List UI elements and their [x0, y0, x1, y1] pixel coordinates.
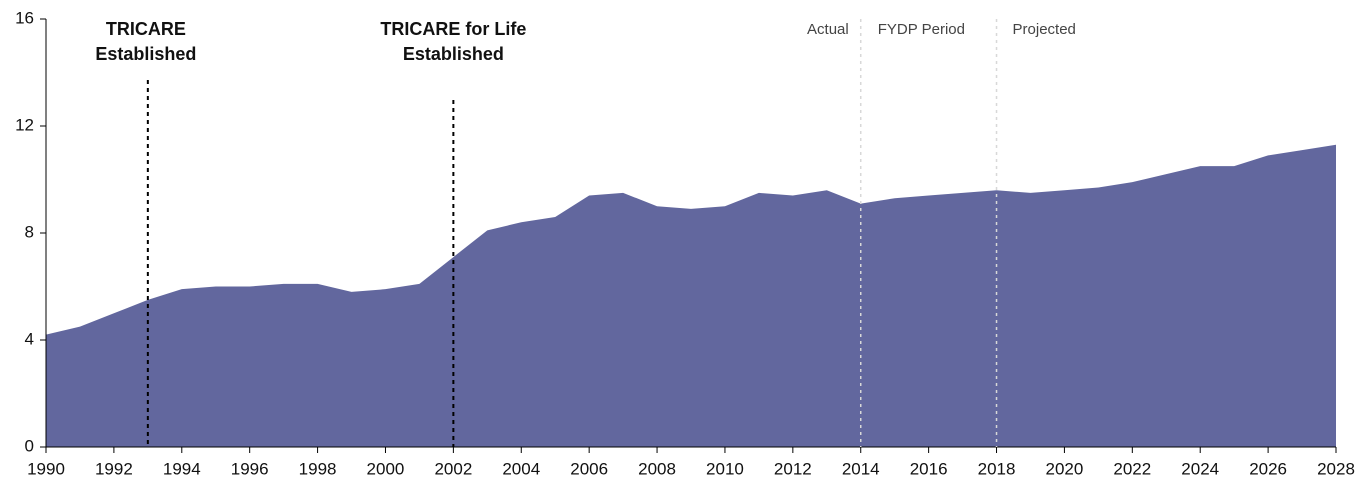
x-tick-label: 2010 [706, 459, 744, 478]
x-tick-label: 2024 [1181, 459, 1219, 478]
period-label: FYDP Period [878, 21, 965, 38]
x-tick-label: 2028 [1317, 459, 1355, 478]
event-label: TRICARE [106, 19, 186, 39]
x-tick-label: 2018 [978, 459, 1016, 478]
x-tick-label: 2026 [1249, 459, 1287, 478]
y-tick-label: 4 [25, 329, 34, 348]
x-tick-label: 1998 [299, 459, 337, 478]
x-tick-label: 1996 [231, 459, 269, 478]
x-tick-label: 2004 [502, 459, 540, 478]
event-label: TRICARE for Life [380, 19, 526, 39]
x-tick-label: 1992 [95, 459, 133, 478]
event-label: Established [95, 44, 196, 64]
y-tick-label: 16 [15, 8, 34, 27]
x-tick-label: 1990 [27, 459, 65, 478]
period-label: Projected [1013, 21, 1076, 38]
x-tick-label: 2000 [367, 459, 405, 478]
x-tick-label: 2014 [842, 459, 880, 478]
x-tick-label: 2006 [570, 459, 608, 478]
event-label: Established [403, 44, 504, 64]
period-label: Actual [807, 21, 849, 38]
x-tick-label: 2008 [638, 459, 676, 478]
area [46, 144, 1336, 447]
x-tick-label: 2020 [1046, 459, 1084, 478]
y-tick-label: 8 [25, 222, 34, 241]
x-tick-label: 1994 [163, 459, 201, 478]
x-tick-label: 2016 [910, 459, 948, 478]
y-tick-label: 0 [25, 436, 34, 455]
x-tick-label: 2022 [1113, 459, 1151, 478]
x-tick-label: 2012 [774, 459, 812, 478]
x-tick-label: 2002 [434, 459, 472, 478]
y-tick-label: 12 [15, 115, 34, 134]
